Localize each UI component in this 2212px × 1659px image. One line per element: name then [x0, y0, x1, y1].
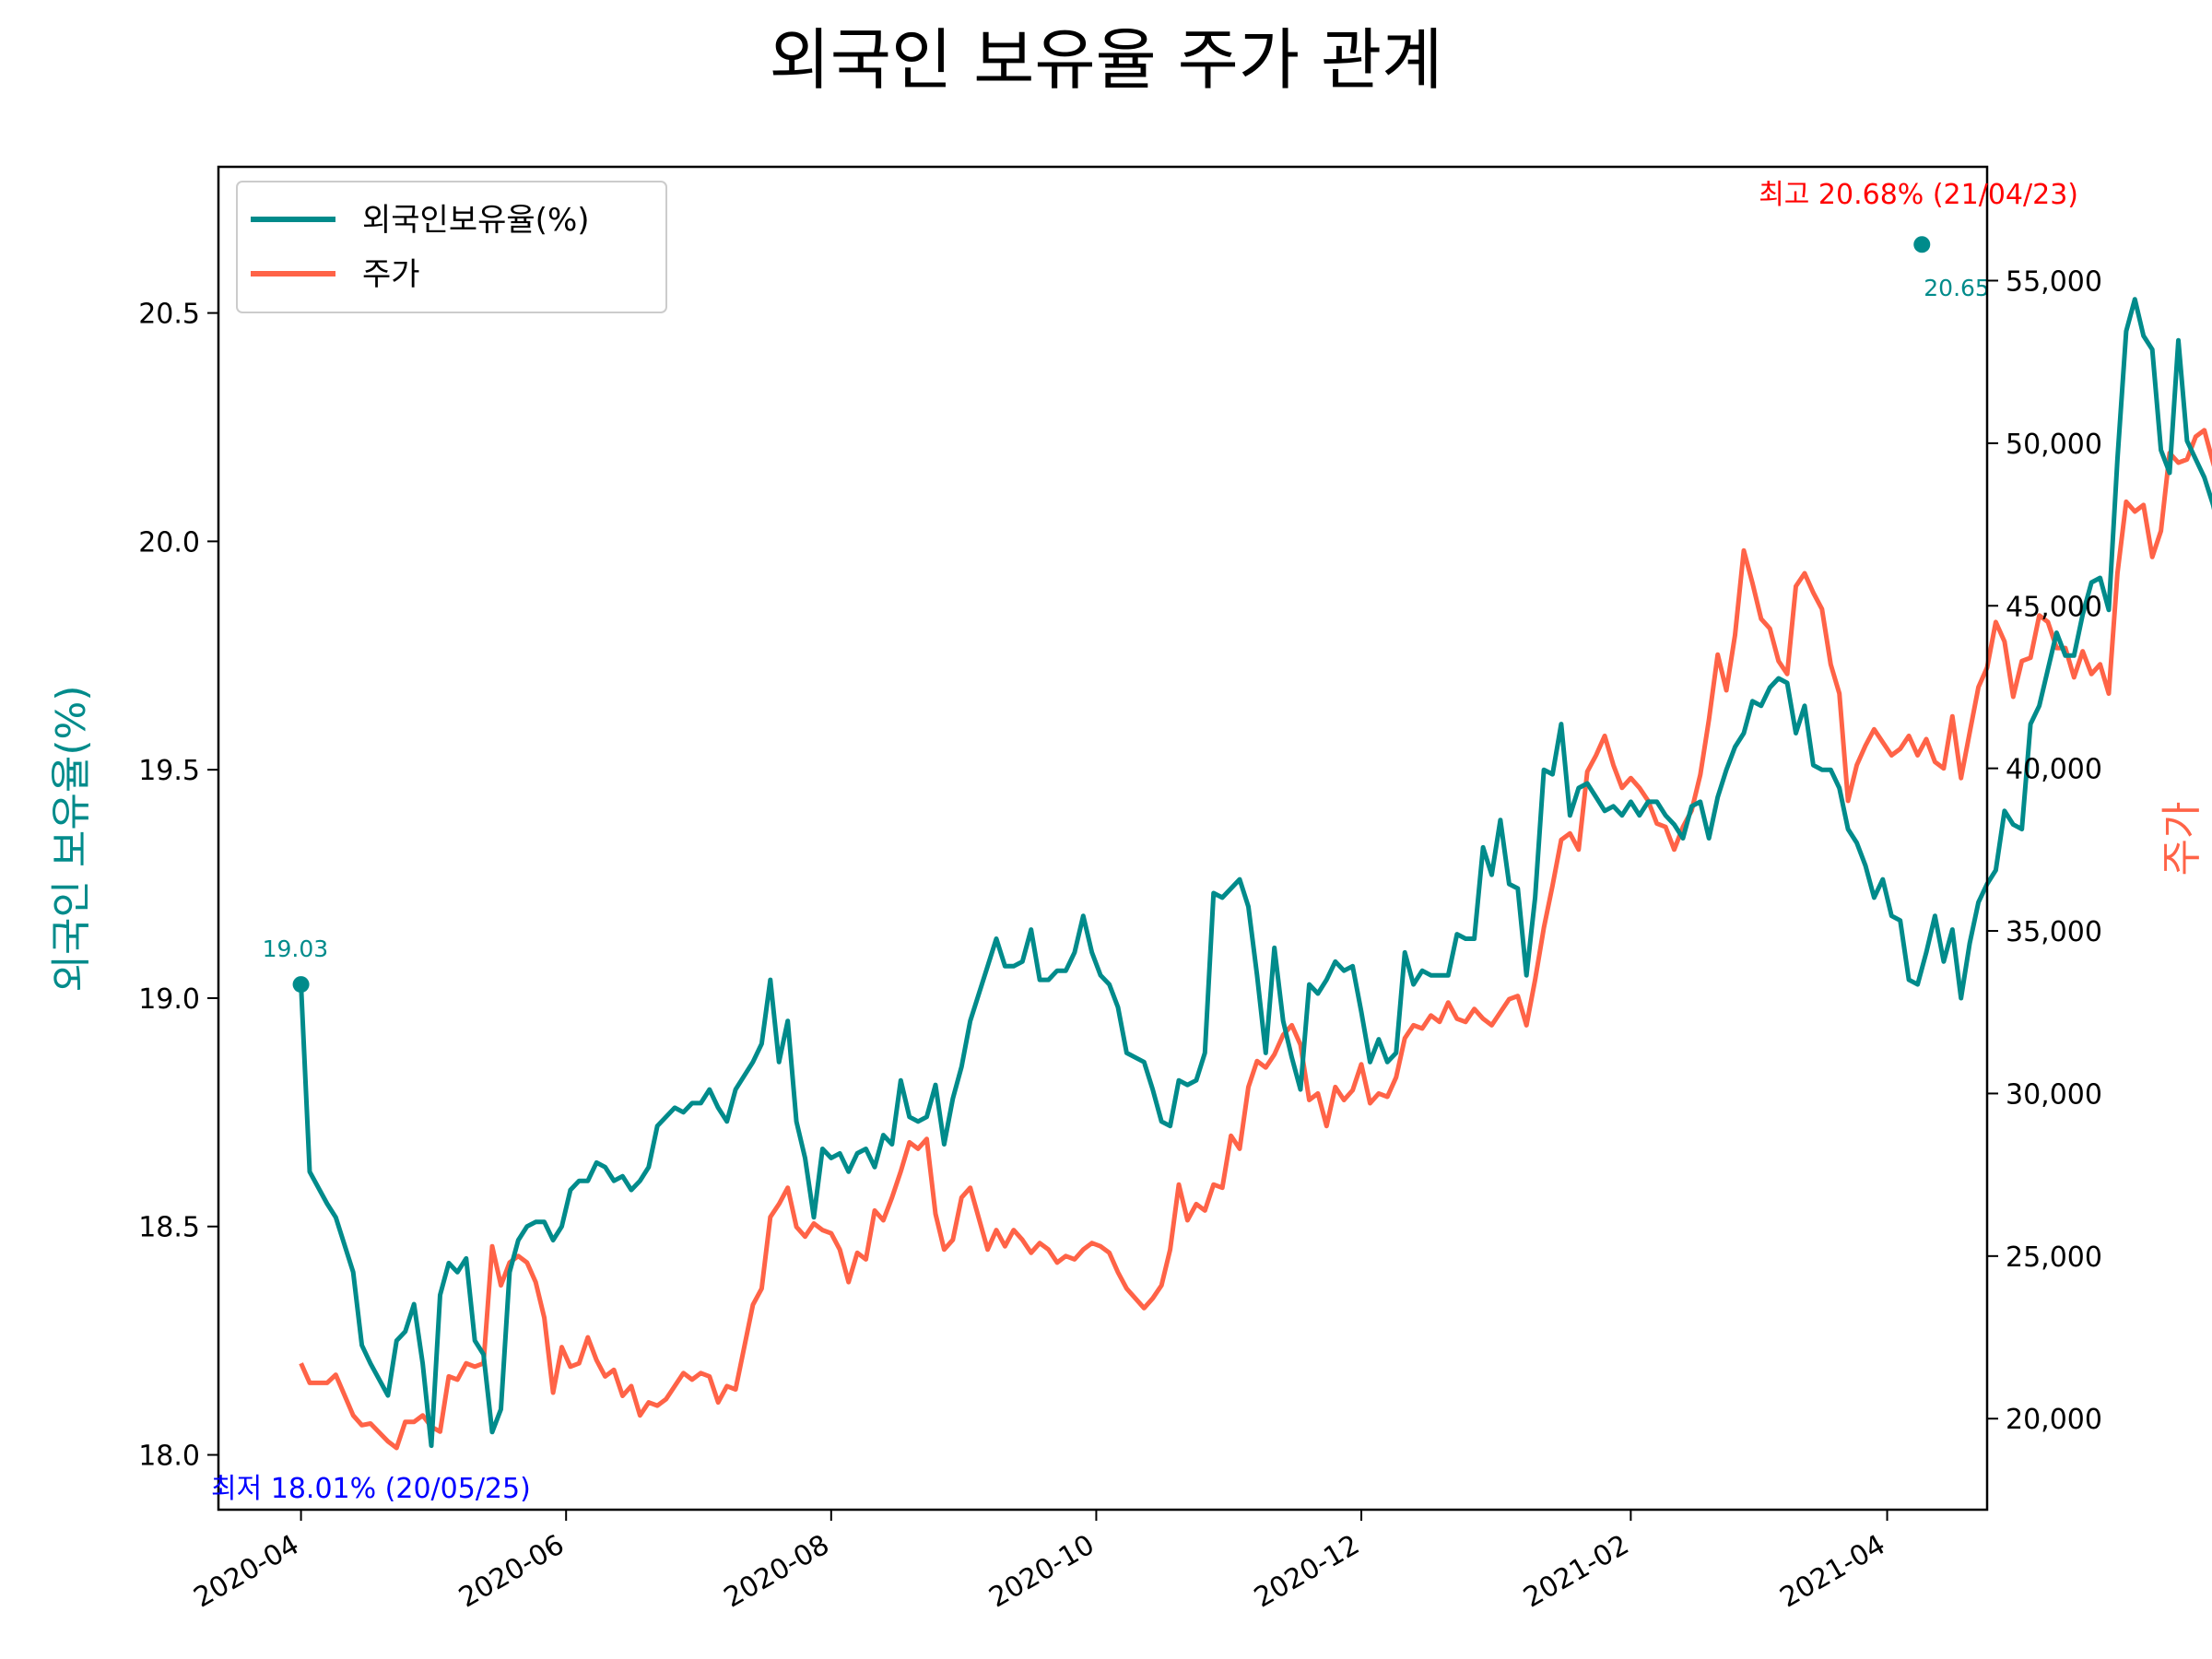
x-tick-label: 2020-10: [983, 1529, 1100, 1615]
right-tick-label: 25,000: [2006, 1241, 2102, 1274]
x-tick-label: 2020-04: [189, 1529, 305, 1615]
left-tick-label: 20.5: [138, 299, 200, 331]
start-point-marker: [292, 976, 310, 994]
start-value-label: 19.03: [263, 935, 329, 962]
right-tick-label: 20,000: [2006, 1404, 2102, 1436]
x-tick-label: 2020-08: [719, 1529, 835, 1615]
series-line-price: [299, 428, 2212, 1451]
chart-title: 외국인 보유율 주가 관계: [769, 21, 1442, 99]
right-tick-label: 35,000: [2006, 916, 2102, 948]
left-axis-label: 외국인 보유율(%): [48, 685, 95, 992]
plot-area: [218, 167, 1987, 1510]
left-tick-label: 18.0: [138, 1441, 200, 1473]
max-annotation: 최고 20.68% (21/04/23): [1759, 179, 2078, 211]
left-tick-label: 20.0: [138, 526, 200, 559]
end-point-marker: [1913, 236, 1931, 253]
plot-frame: [217, 165, 1989, 1512]
right-tick-label: 45,000: [2006, 591, 2102, 623]
left-tick-label: 19.5: [138, 755, 200, 787]
min-annotation: 최저 18.01% (20/05/25): [211, 1473, 531, 1505]
x-tick-label: 2020-12: [1249, 1529, 1365, 1615]
end-value-label: 20.65: [1924, 275, 1990, 301]
chart-legend: 외국인보유율(%) 주가: [236, 181, 667, 313]
right-tick-label: 55,000: [2006, 265, 2102, 298]
x-tick-label: 2020-06: [453, 1529, 570, 1615]
right-tick-label: 40,000: [2006, 754, 2102, 786]
series-line-ownership: [299, 297, 2212, 1449]
right-tick-label: 50,000: [2006, 429, 2102, 461]
left-tick-label: 19.0: [138, 983, 200, 1016]
series-layer: 19.03 20.65: [263, 236, 2212, 1451]
right-axis-label: 주가: [2159, 802, 2206, 877]
left-tick-label: 18.5: [138, 1212, 200, 1244]
right-tick-label: 30,000: [2006, 1078, 2102, 1111]
x-tick-label: 2021-02: [1518, 1529, 1634, 1615]
x-tick-label: 2021-04: [1774, 1529, 1890, 1615]
legend-box: [236, 181, 667, 313]
legend-label-price: 주가: [362, 256, 420, 293]
legend-label-ownership: 외국인보유율(%): [362, 202, 590, 239]
